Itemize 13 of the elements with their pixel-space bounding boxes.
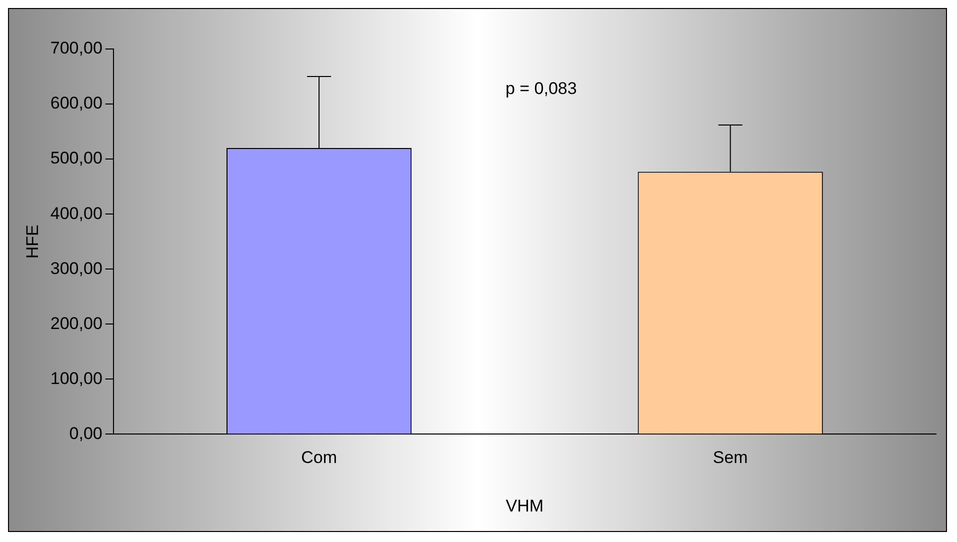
x-axis-title: VHM [506,496,544,516]
y-tick-label: 500,00 [50,148,102,168]
y-tick-label: 600,00 [50,94,102,113]
y-tick-label: 300,00 [50,258,102,278]
y-tick-label: 200,00 [50,314,102,333]
annotation: p = 0,083 [505,79,577,98]
x-tick-label: Com [301,448,337,468]
y-tick-label: 100,00 [50,368,102,388]
y-tick-label: 700,00 [50,38,102,58]
y-axis-title: HFE [22,224,42,259]
y-tick-label: 0,00 [69,424,102,443]
y-tick-label: 400,00 [50,204,102,223]
x-tick-label: Sem [712,448,748,468]
